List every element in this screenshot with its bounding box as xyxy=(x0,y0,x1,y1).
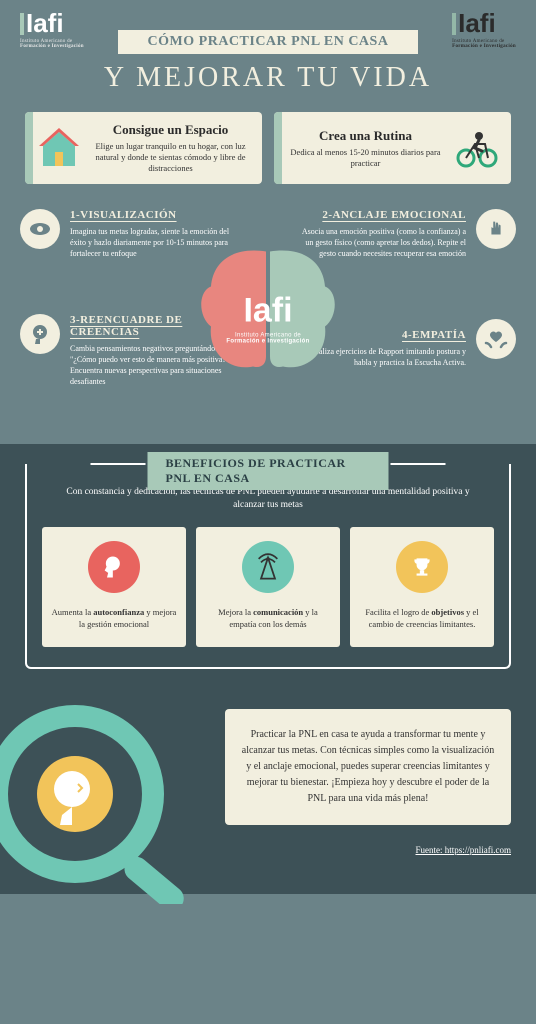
card-text: Dedica al menos 15-20 minutos diarios pa… xyxy=(286,147,445,169)
trophy-icon xyxy=(396,541,448,593)
top-cards: Consigue un Espacio Elige un lugar tranq… xyxy=(0,112,536,204)
conclusion-text: Practicar la PNL en casa te ayuda a tran… xyxy=(225,709,511,825)
logo-sub: Instituto Americano deFormación e Invest… xyxy=(452,39,516,49)
head-plus-icon xyxy=(20,314,60,354)
house-icon xyxy=(37,126,81,170)
logo-text: Iafi xyxy=(458,8,496,38)
card-rutina: Crea una Rutina Dedica al menos 15-20 mi… xyxy=(274,112,511,184)
benefit-card-3: Facilita el logro de objetivos y el camb… xyxy=(350,527,494,647)
benefit-text: Mejora la comunicación y la empatía con … xyxy=(204,607,332,631)
card-title: Consigue un Espacio xyxy=(91,122,250,138)
benefit-text: Facilita el logro de objetivos y el camb… xyxy=(358,607,486,631)
brain-icon: Iafi Instituto Americano deFormación e I… xyxy=(183,237,353,387)
benefit-text: Aumenta la autoconfianza y mejora la ges… xyxy=(50,607,178,631)
benefit-card-1: Aumenta la autoconfianza y mejora la ges… xyxy=(42,527,186,647)
hands-heart-icon xyxy=(476,319,516,359)
banner-subtitle: CÓMO PRACTICAR PNL EN CASA xyxy=(118,30,418,54)
card-espacio: Consigue un Espacio Elige un lugar tranq… xyxy=(25,112,262,184)
logo-text: Iafi xyxy=(26,8,64,38)
card-title: Crea una Rutina xyxy=(286,128,445,144)
logo-left: Iafi Instituto Americano deFormación e I… xyxy=(20,8,84,49)
hand-icon xyxy=(476,209,516,249)
technique-title: 2-ANCLAJE EMOCIONAL xyxy=(296,209,466,221)
benefits-section: BENEFICIOS DE PRACTICAR PNL EN CASA Con … xyxy=(0,444,536,683)
magnifier-icon xyxy=(0,704,210,909)
center-logo: Iafi Instituto Americano deFormación e I… xyxy=(183,292,353,345)
header: Iafi Instituto Americano deFormación e I… xyxy=(0,0,536,94)
techniques-section: 1-VISUALIZACIÓN Imagina tus metas lograd… xyxy=(0,204,536,434)
bicycle-icon xyxy=(455,126,499,170)
antenna-icon xyxy=(242,541,294,593)
logo-sub: Instituto Americano deFormación e Invest… xyxy=(20,39,84,49)
eye-icon xyxy=(20,209,60,249)
conclusion-section: Practicar la PNL en casa te ayuda a tran… xyxy=(0,684,536,894)
page-title: Y MEJORAR TU VIDA xyxy=(20,62,516,94)
head-icon xyxy=(88,541,140,593)
logo-right: Iafi Instituto Americano deFormación e I… xyxy=(452,8,516,49)
benefits-title: BENEFICIOS DE PRACTICAR PNL EN CASA xyxy=(148,452,389,490)
technique-title: 1-VISUALIZACIÓN xyxy=(70,209,240,221)
benefit-card-2: Mejora la comunicación y la empatía con … xyxy=(196,527,340,647)
card-text: Elige un lugar tranquilo en tu hogar, co… xyxy=(91,141,250,174)
